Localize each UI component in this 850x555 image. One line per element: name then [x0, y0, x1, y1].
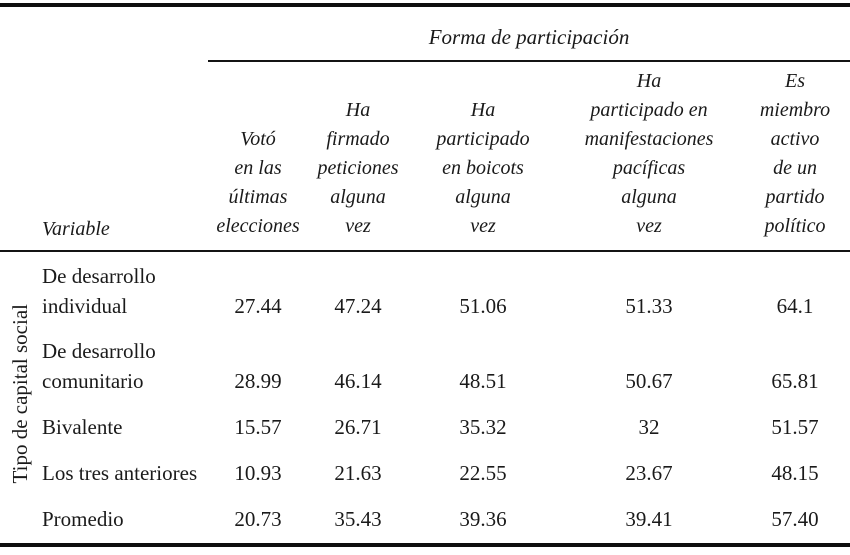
group-header-row: Forma de participación — [0, 5, 850, 62]
value-cell: 39.41 — [625, 506, 673, 531]
value-cell: 20.73 — [234, 506, 282, 531]
value-cell: 65.81 — [771, 368, 819, 393]
value-cell: 47.24 — [334, 293, 382, 318]
value-cell: 46.14 — [334, 368, 382, 393]
row-label: De desarrollo comunitario — [42, 339, 156, 393]
value-cell: 50.67 — [625, 368, 673, 393]
value-cell: 21.63 — [334, 460, 382, 485]
value-cell: 28.99 — [234, 368, 282, 393]
participation-table: Forma de participación Variable Votó en … — [0, 3, 850, 547]
value-cell: 27.44 — [234, 293, 282, 318]
table-row: Bivalente 15.57 26.71 35.32 32 51.57 — [0, 405, 850, 451]
column-header-partido: Es miembro activo de un partido político — [740, 61, 850, 252]
row-label: Los tres anteriores — [42, 460, 198, 485]
value-cell: 51.57 — [771, 414, 819, 439]
value-cell: 35.32 — [459, 414, 507, 439]
value-cell: 48.51 — [459, 368, 507, 393]
value-cell: 10.93 — [234, 460, 282, 485]
column-header-variable: Variable — [40, 61, 208, 252]
value-cell: 22.55 — [459, 460, 507, 485]
table-row: De desarrollo comunitario 28.99 46.14 48… — [0, 330, 850, 405]
row-axis-label: Tipo de capital social — [7, 303, 32, 484]
column-header-boicots: Ha participado en boicots alguna vez — [408, 61, 558, 252]
value-cell: 51.33 — [625, 293, 673, 318]
axis-spacer — [0, 61, 40, 252]
table-row: Promedio 20.73 35.43 39.36 39.41 57.40 — [0, 497, 850, 545]
column-header-row: Variable Votó en las últimas elecciones … — [0, 61, 850, 252]
group-header-spacer — [0, 5, 208, 61]
row-axis-cell: Tipo de capital social — [0, 251, 40, 545]
column-header-voto: Votó en las últimas elecciones — [208, 61, 308, 252]
value-cell: 15.57 — [234, 414, 282, 439]
column-header-peticiones: Ha firmado peticiones alguna vez — [308, 61, 408, 252]
value-cell: 35.43 — [334, 506, 382, 531]
value-cell: 23.67 — [625, 460, 673, 485]
value-cell: 64.1 — [776, 293, 814, 318]
value-cell: 48.15 — [771, 460, 819, 485]
column-header-manifestaciones: Ha participado en manifestaciones pacífi… — [558, 61, 740, 252]
value-cell: 26.71 — [334, 414, 382, 439]
value-cell: 57.40 — [771, 506, 819, 531]
value-cell: 32 — [638, 414, 660, 439]
row-label: De desarrollo individual — [42, 264, 156, 318]
value-cell: 39.36 — [459, 506, 507, 531]
row-label: Bivalente — [42, 414, 123, 439]
group-header: Forma de participación — [208, 5, 850, 62]
table-row: Tipo de capital social De desarrollo ind… — [0, 251, 850, 483]
value-cell: 51.06 — [459, 293, 507, 318]
row-label: Promedio — [42, 506, 124, 531]
table-row: Los tres anteriores 10.93 21.63 22.55 23… — [0, 451, 850, 497]
